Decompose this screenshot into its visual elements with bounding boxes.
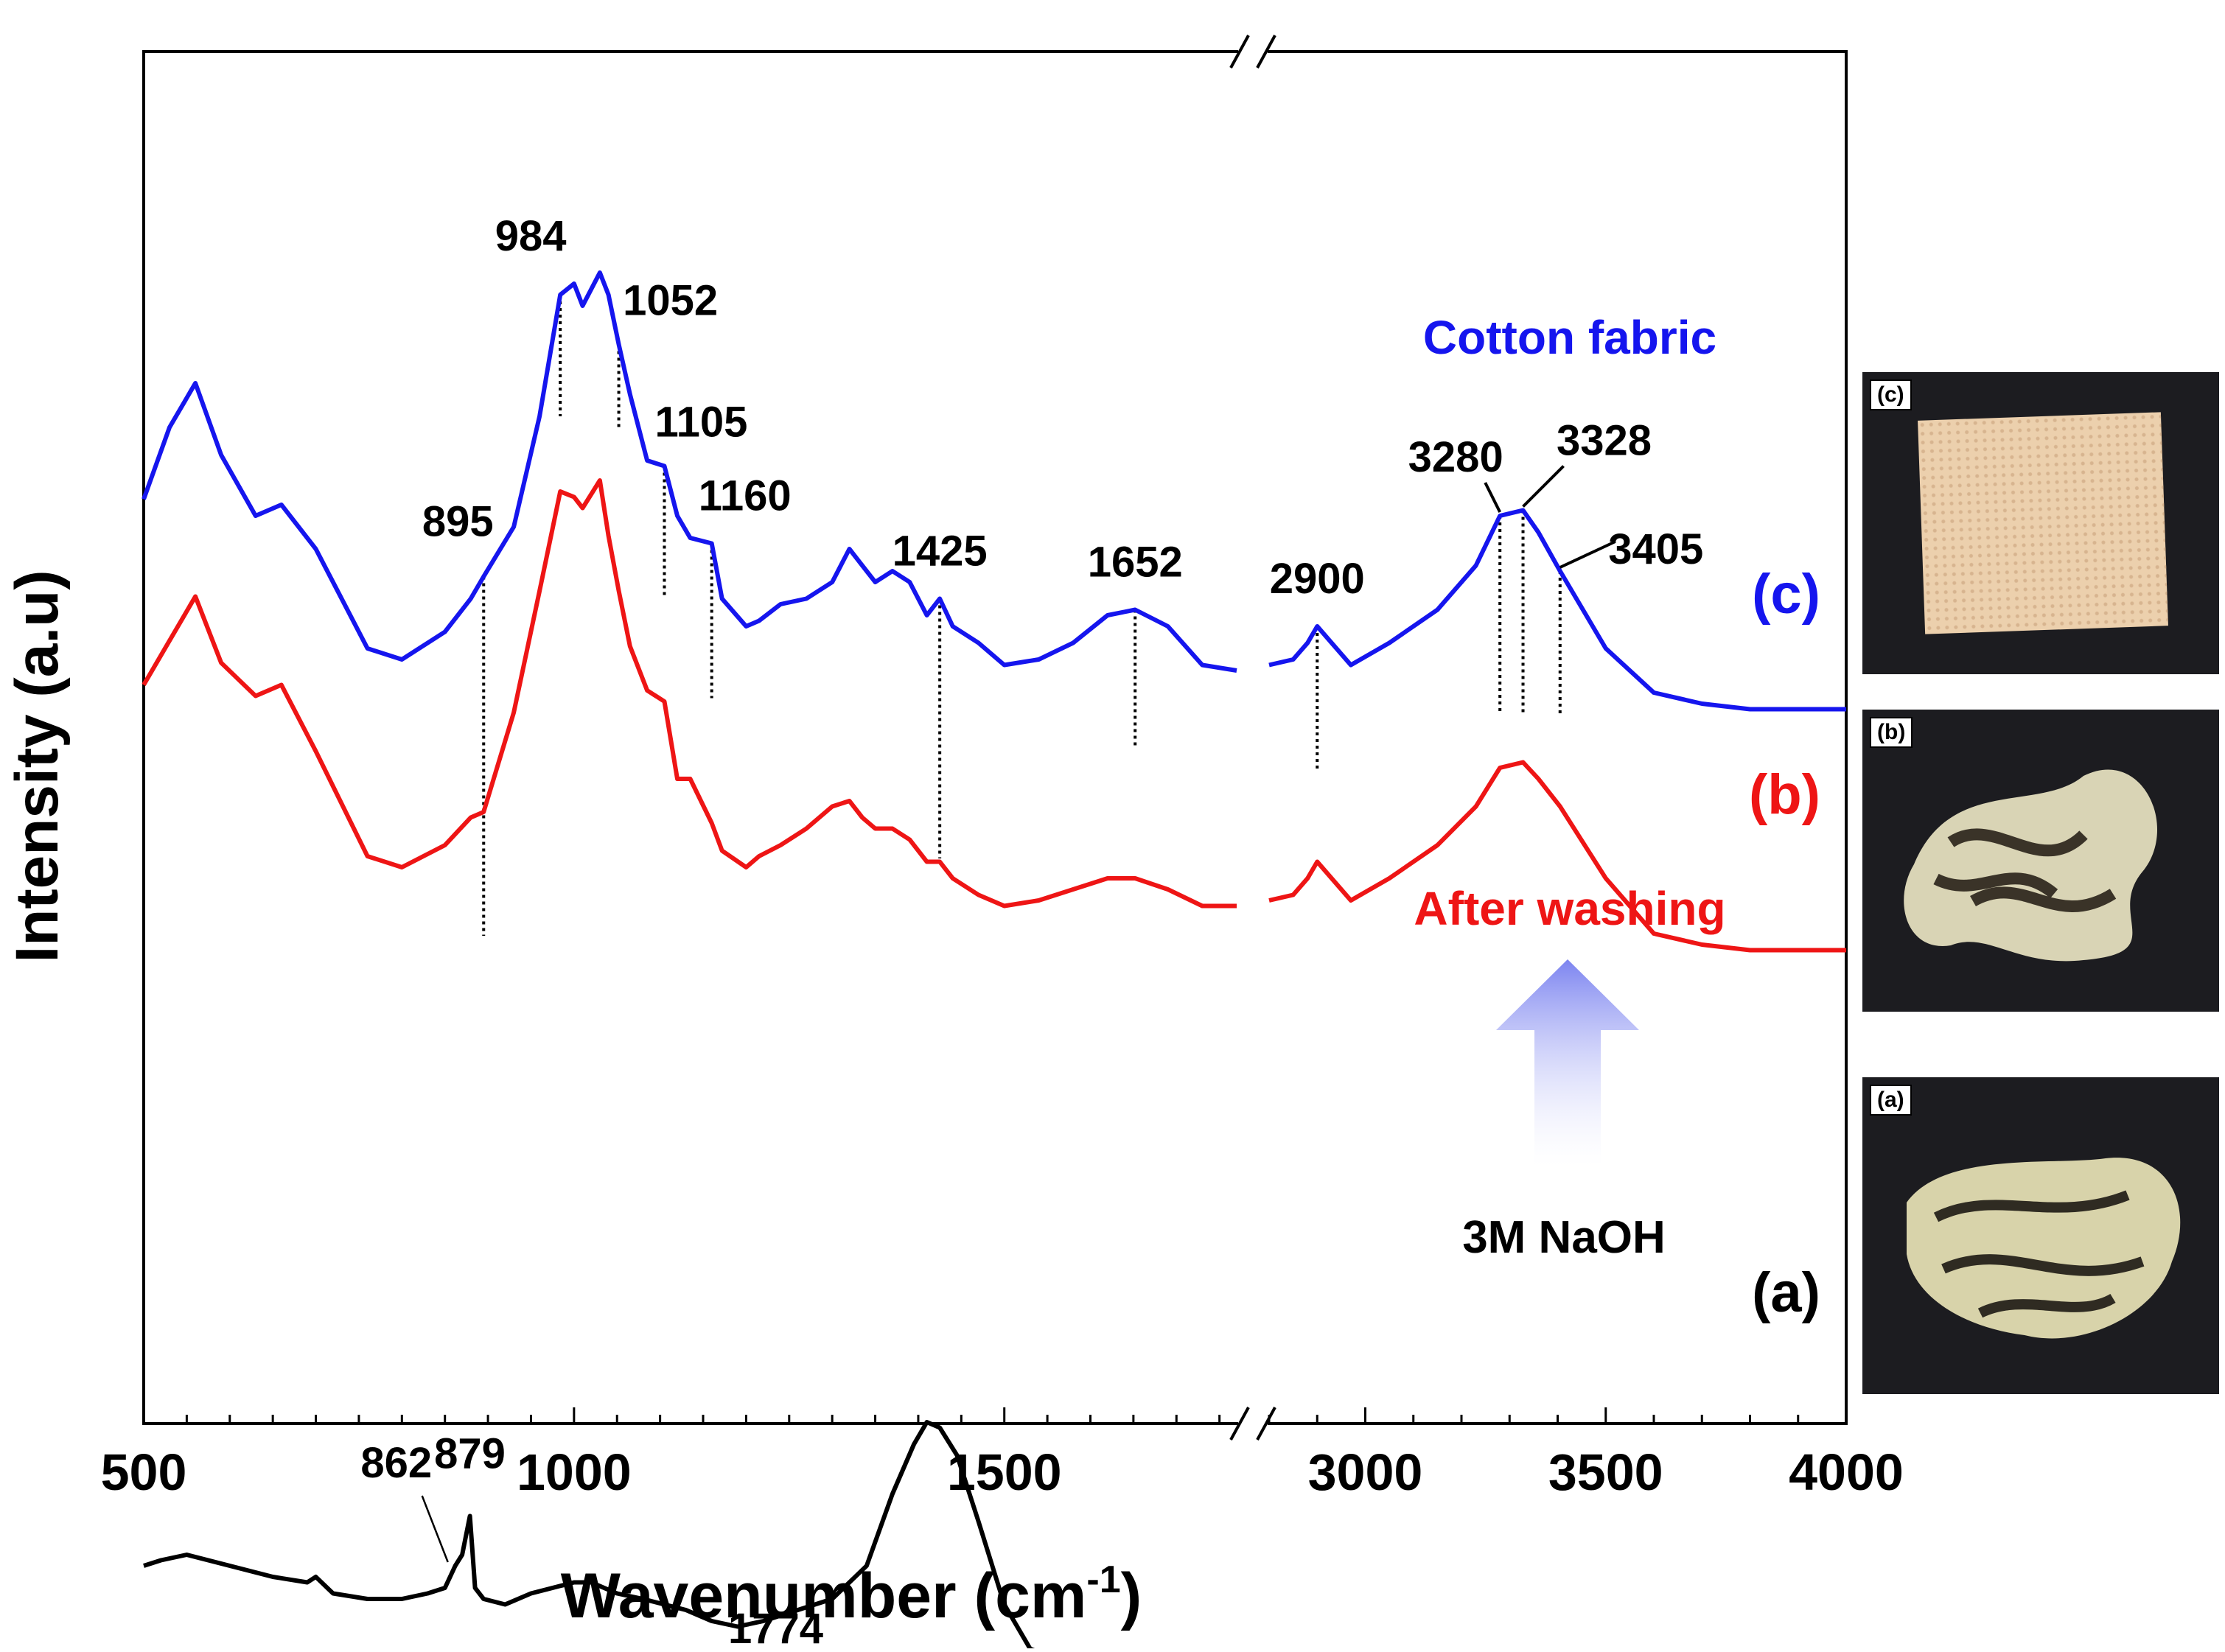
peak-arrow-3405: [1559, 540, 1616, 569]
peak-arrow-3280: [1484, 482, 1501, 513]
y-axis-title: Intensity (a.u): [4, 570, 71, 962]
x-axis-title: Wavenumber (cm-1): [561, 1558, 1142, 1631]
peak-label-2900: 2900: [1270, 555, 1365, 603]
axis-break-mark: [1256, 35, 1276, 69]
series-line-after-washing: [142, 478, 1846, 953]
peak-label-895: 895: [422, 498, 494, 546]
x-tick-label: 3000: [1308, 1443, 1423, 1501]
curve-tag-b: (b): [1749, 763, 1820, 826]
naoh-fibers-image: [1907, 1158, 2181, 1339]
spectra-series: [142, 270, 1846, 1652]
treatment-arrow: [1496, 959, 1639, 1166]
peak-label-862: 862: [360, 1439, 432, 1487]
series-label-naoh: 3M NaOH: [1462, 1212, 1666, 1263]
series-line-3m-naoh: [143, 1420, 1044, 1652]
axis-break-mark: [1256, 1407, 1276, 1441]
peak-arrow-3328: [1522, 465, 1565, 508]
peak-arrow-862: [421, 1495, 449, 1563]
peak-guide-lines: [482, 295, 1562, 936]
x-tick-label: 3500: [1548, 1443, 1663, 1501]
peak-label-1160: 1160: [699, 472, 792, 520]
peak-label-1105: 1105: [655, 399, 748, 447]
x-tick-label: 500: [101, 1443, 187, 1501]
curve-tag-c: (c): [1752, 563, 1820, 626]
peak-label-3328: 3328: [1557, 417, 1652, 465]
peak-label-1052: 1052: [623, 277, 718, 325]
peak-label-3280: 3280: [1408, 433, 1503, 481]
photo-washed-fibers: (b): [1862, 710, 2219, 1012]
photo-tag-c: (c): [1870, 379, 1912, 410]
photo-naoh-fibers: (a): [1862, 1077, 2219, 1394]
x-tick-label: 1000: [517, 1443, 632, 1501]
peak-label-879: 879: [434, 1430, 506, 1478]
photo-tag-a: (a): [1870, 1085, 1912, 1116]
x-tick-label: 1500: [947, 1443, 1062, 1501]
peak-labels: 895 984 1052 1105 1160 1425 1652 1774 2900 3280 33…: [360, 212, 1703, 1652]
series-line-cotton-fabric: [142, 270, 1846, 712]
axis-frame-left: [142, 50, 1238, 1425]
plot-axes: 500 1000 1500 3000 3500 4000: [101, 35, 1904, 1501]
series-label-after-washing: After washing: [1414, 882, 1725, 935]
axis-break-mark: [1229, 1407, 1250, 1441]
peak-label-984: 984: [495, 212, 567, 260]
curve-tag-a: (a): [1752, 1261, 1820, 1324]
peak-label-1425: 1425: [893, 528, 988, 575]
washed-fibers-image: [1904, 769, 2158, 962]
series-label-cotton: Cotton fabric: [1423, 311, 1716, 364]
photo-tag-b: (b): [1870, 717, 1913, 748]
x-tick-label: 4000: [1789, 1443, 1904, 1501]
axis-break-mark: [1229, 35, 1250, 69]
cotton-fabric-swatch: [1918, 412, 2168, 634]
peak-label-3405: 3405: [1608, 525, 1703, 573]
peak-label-1774: 1774: [728, 1605, 823, 1648]
photo-cotton-fabric: (c): [1862, 372, 2219, 674]
peak-label-1652: 1652: [1088, 539, 1183, 587]
